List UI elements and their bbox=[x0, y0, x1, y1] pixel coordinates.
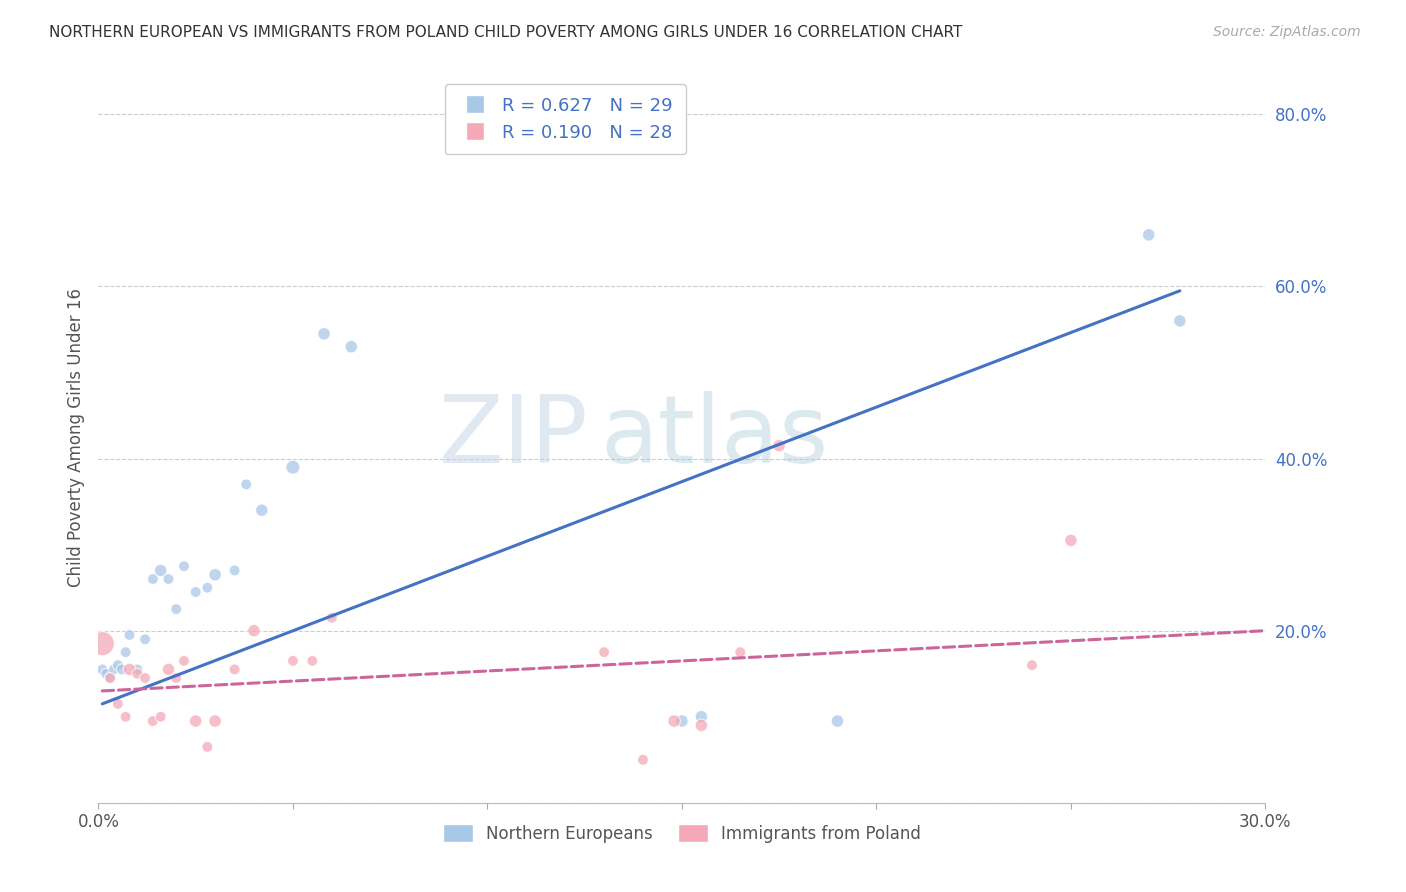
Point bbox=[593, 645, 616, 659]
Point bbox=[111, 662, 134, 676]
Point bbox=[250, 503, 273, 517]
Point bbox=[1137, 227, 1160, 242]
Text: ZIP: ZIP bbox=[439, 391, 589, 483]
Point bbox=[1060, 533, 1083, 548]
Point bbox=[98, 671, 121, 685]
Point bbox=[91, 637, 114, 651]
Point bbox=[662, 714, 685, 728]
Point bbox=[107, 697, 129, 711]
Point bbox=[107, 658, 129, 673]
Point bbox=[184, 714, 207, 728]
Point bbox=[118, 628, 141, 642]
Point bbox=[157, 662, 180, 676]
Point bbox=[768, 439, 790, 453]
Point bbox=[195, 739, 218, 754]
Point bbox=[149, 564, 172, 578]
Point bbox=[173, 559, 195, 574]
Point bbox=[1021, 658, 1043, 673]
Point bbox=[730, 645, 752, 659]
Point bbox=[671, 714, 693, 728]
Point bbox=[114, 645, 136, 659]
Point bbox=[114, 710, 136, 724]
Point bbox=[204, 567, 226, 582]
Y-axis label: Child Poverty Among Girls Under 16: Child Poverty Among Girls Under 16 bbox=[66, 287, 84, 587]
Point bbox=[281, 460, 304, 475]
Text: atlas: atlas bbox=[600, 391, 828, 483]
Point bbox=[631, 753, 654, 767]
Point bbox=[165, 671, 187, 685]
Point bbox=[127, 662, 149, 676]
Point bbox=[96, 666, 118, 681]
Point bbox=[340, 340, 363, 354]
Point bbox=[1168, 314, 1191, 328]
Point bbox=[142, 714, 165, 728]
Point bbox=[224, 662, 246, 676]
Point bbox=[127, 666, 149, 681]
Point bbox=[243, 624, 266, 638]
Point bbox=[204, 714, 226, 728]
Point bbox=[91, 662, 114, 676]
Point bbox=[142, 572, 165, 586]
Point bbox=[103, 662, 125, 676]
Point bbox=[134, 671, 156, 685]
Text: Source: ZipAtlas.com: Source: ZipAtlas.com bbox=[1213, 25, 1361, 39]
Point bbox=[184, 585, 207, 599]
Point bbox=[118, 662, 141, 676]
Point bbox=[173, 654, 195, 668]
Point bbox=[157, 572, 180, 586]
Point bbox=[149, 710, 172, 724]
Point bbox=[690, 718, 713, 732]
Point bbox=[690, 710, 713, 724]
Text: NORTHERN EUROPEAN VS IMMIGRANTS FROM POLAND CHILD POVERTY AMONG GIRLS UNDER 16 C: NORTHERN EUROPEAN VS IMMIGRANTS FROM POL… bbox=[49, 25, 963, 40]
Point bbox=[312, 326, 335, 341]
Point bbox=[224, 564, 246, 578]
Point bbox=[235, 477, 257, 491]
Point bbox=[134, 632, 156, 647]
Point bbox=[827, 714, 849, 728]
Legend: Northern Europeans, Immigrants from Poland: Northern Europeans, Immigrants from Pola… bbox=[436, 818, 928, 849]
Point bbox=[98, 671, 121, 685]
Point bbox=[301, 654, 323, 668]
Point bbox=[281, 654, 304, 668]
Point bbox=[165, 602, 187, 616]
Point bbox=[195, 581, 218, 595]
Point bbox=[321, 611, 343, 625]
